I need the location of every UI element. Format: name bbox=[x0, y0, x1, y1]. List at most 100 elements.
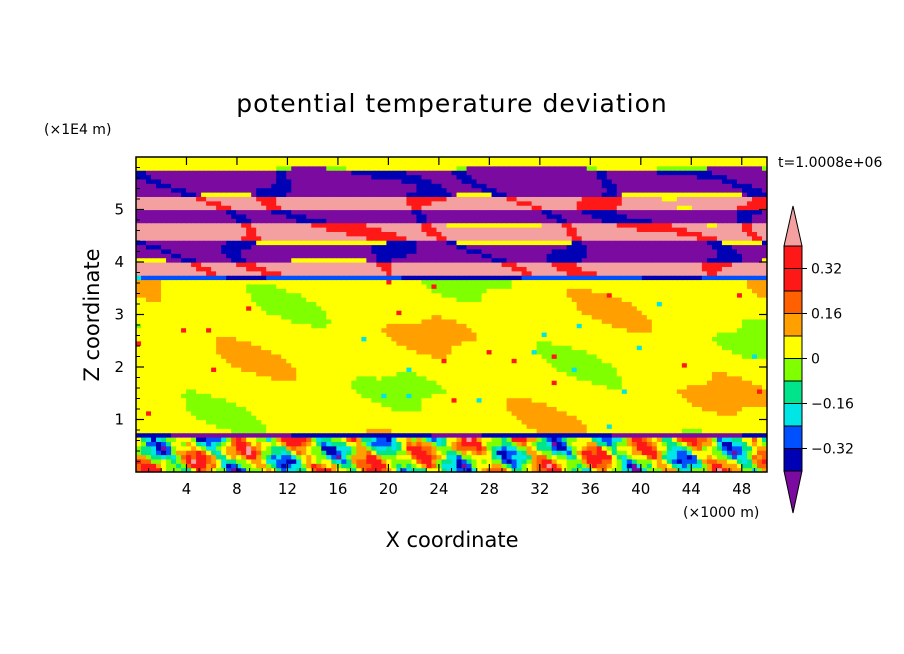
field-cell bbox=[671, 358, 678, 364]
field-cell bbox=[646, 332, 653, 337]
field-cell bbox=[731, 397, 738, 403]
field-cell bbox=[671, 367, 678, 372]
field-cell bbox=[541, 305, 548, 311]
field-cell bbox=[186, 362, 192, 368]
field-cell bbox=[271, 349, 277, 355]
field-cell bbox=[171, 380, 177, 386]
field-cell bbox=[561, 393, 568, 399]
field-cell bbox=[371, 349, 377, 355]
field-cell bbox=[516, 336, 523, 342]
field-cell bbox=[531, 318, 538, 324]
field-cell bbox=[356, 397, 362, 403]
field-cell bbox=[696, 332, 703, 337]
field-cell bbox=[531, 362, 538, 368]
field-cell bbox=[346, 454, 352, 460]
field-cell bbox=[531, 327, 538, 333]
field-cell bbox=[706, 415, 713, 421]
field-cell bbox=[381, 301, 387, 307]
field-cell bbox=[466, 345, 473, 351]
field-cell bbox=[241, 463, 247, 469]
field-cell bbox=[156, 358, 162, 364]
field-cell bbox=[526, 327, 533, 333]
field-cell bbox=[376, 345, 382, 351]
field-cell bbox=[606, 340, 613, 346]
field-cell bbox=[146, 380, 152, 386]
field-cell bbox=[401, 397, 408, 403]
field-cell bbox=[526, 415, 533, 421]
field-cell bbox=[296, 415, 302, 421]
field-cell bbox=[666, 375, 673, 381]
field-cell bbox=[651, 388, 658, 394]
field-cell bbox=[251, 458, 257, 464]
field-cell bbox=[686, 410, 693, 416]
field-cell bbox=[146, 362, 152, 368]
field-cell bbox=[141, 380, 147, 386]
field-cell bbox=[521, 437, 528, 442]
field-cell bbox=[261, 353, 267, 359]
field-cell bbox=[446, 454, 453, 460]
field-cell bbox=[231, 384, 237, 390]
field-cell bbox=[226, 310, 232, 316]
field-cell bbox=[576, 301, 583, 307]
field-cell bbox=[756, 458, 763, 464]
field-cell bbox=[466, 423, 473, 429]
field-cell bbox=[356, 314, 362, 320]
field-cell bbox=[646, 310, 653, 316]
field-cell bbox=[331, 428, 337, 434]
field-cell bbox=[536, 419, 543, 425]
field-cell bbox=[611, 402, 618, 407]
field-cell bbox=[216, 406, 222, 412]
field-cell bbox=[286, 406, 292, 412]
field-cell bbox=[571, 463, 578, 469]
field-cell bbox=[221, 362, 227, 368]
field-cell bbox=[591, 428, 598, 434]
field-cell bbox=[621, 336, 628, 342]
field-cell bbox=[331, 445, 337, 451]
field-cell bbox=[631, 406, 638, 412]
field-cell bbox=[471, 318, 478, 324]
field-cell bbox=[636, 402, 643, 407]
field-cell bbox=[701, 323, 708, 329]
field-cell bbox=[576, 340, 583, 346]
field-cell bbox=[471, 437, 478, 442]
field-cell bbox=[396, 340, 403, 346]
field-cell bbox=[496, 428, 503, 434]
field-cell bbox=[501, 458, 508, 464]
field-cell bbox=[186, 463, 192, 469]
field-cell bbox=[606, 314, 613, 320]
field-cell bbox=[401, 423, 408, 429]
field-cell bbox=[571, 458, 578, 464]
field-cell bbox=[606, 375, 613, 381]
field-cell bbox=[691, 323, 698, 329]
field-cell bbox=[366, 393, 372, 399]
field-cell bbox=[291, 375, 297, 381]
field-cell bbox=[646, 402, 653, 407]
field-cell bbox=[341, 423, 347, 429]
field-cell bbox=[141, 388, 147, 394]
field-cell bbox=[551, 336, 558, 342]
field-cell bbox=[526, 318, 533, 324]
field-cell bbox=[656, 423, 663, 429]
field-cell bbox=[191, 428, 197, 434]
field-cell bbox=[421, 349, 428, 355]
field-cell bbox=[266, 367, 272, 372]
field-cell bbox=[746, 380, 753, 386]
field-cell bbox=[586, 305, 593, 311]
field-cell bbox=[736, 349, 743, 355]
field-cell bbox=[176, 423, 182, 429]
field-cell bbox=[471, 397, 478, 403]
field-cell bbox=[281, 410, 287, 416]
field-cell bbox=[421, 305, 428, 311]
field-cell bbox=[611, 467, 618, 472]
field-cell bbox=[211, 388, 217, 394]
field-cell bbox=[616, 371, 623, 377]
field-cell bbox=[471, 332, 478, 337]
field-cell bbox=[586, 310, 593, 316]
field-cell bbox=[561, 463, 568, 469]
field-cell bbox=[216, 463, 222, 469]
field-cell bbox=[446, 340, 453, 346]
field-cell bbox=[346, 353, 352, 359]
field-cell bbox=[231, 410, 237, 416]
field-cell bbox=[216, 318, 222, 324]
field-cell bbox=[311, 388, 317, 394]
